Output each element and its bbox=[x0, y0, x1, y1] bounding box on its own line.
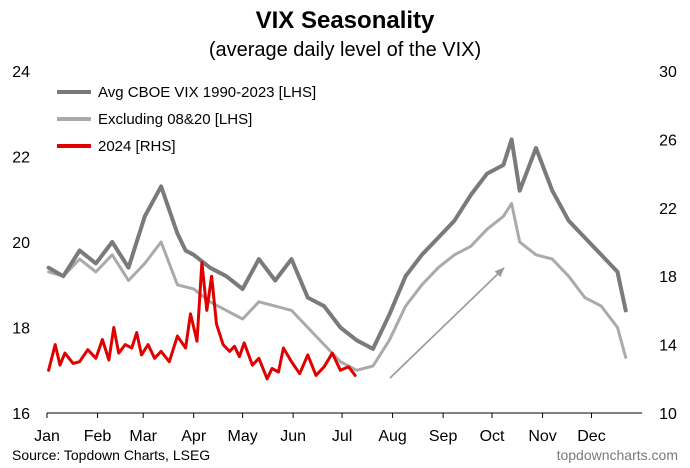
x-tick-label: Jan bbox=[34, 428, 60, 445]
chart-subtitle: (average daily level of the VIX) bbox=[209, 39, 481, 61]
y-left-tick-label: 16 bbox=[12, 406, 30, 423]
x-tick-label: May bbox=[227, 428, 257, 445]
x-tick-label: Apr bbox=[181, 428, 207, 445]
x-tick-label: Jun bbox=[280, 428, 306, 445]
x-tick-label: Feb bbox=[84, 428, 112, 445]
chart-title: VIX Seasonality bbox=[256, 7, 435, 34]
x-tick-label: Oct bbox=[480, 428, 505, 445]
series-line-1 bbox=[47, 202, 628, 372]
x-tick-label: Sep bbox=[429, 428, 458, 445]
legend-label: Excluding 08&20 [LHS] bbox=[98, 111, 252, 128]
y-right-tick-label: 26 bbox=[659, 132, 677, 149]
y-right-tick-label: 22 bbox=[659, 201, 677, 218]
y-axis-left: 16 18 20 22 24 bbox=[12, 64, 30, 423]
y-axis-right: 10 14 18 22 26 30 bbox=[659, 64, 677, 423]
legend-label: 2024 [RHS] bbox=[98, 138, 176, 155]
series-line-2 bbox=[47, 261, 357, 381]
trend-arrow bbox=[389, 267, 505, 379]
source-note: Source: Topdown Charts, LSEG bbox=[12, 447, 210, 463]
legend: Avg CBOE VIX 1990-2023 [LHS] Excluding 08… bbox=[57, 84, 316, 155]
y-right-tick-label: 30 bbox=[659, 64, 677, 81]
y-left-tick-label: 22 bbox=[12, 150, 30, 167]
series-layer bbox=[46, 137, 628, 381]
legend-label: Avg CBOE VIX 1990-2023 [LHS] bbox=[98, 84, 316, 101]
y-left-tick-label: 20 bbox=[12, 235, 30, 252]
x-axis: Jan Feb Mar Apr May Jun Jul Aug Sep Oct Nov Dec bbox=[34, 412, 642, 445]
x-tick-label: Nov bbox=[528, 428, 556, 445]
watermark-text: topdowncharts.com bbox=[557, 447, 678, 463]
y-right-tick-label: 10 bbox=[659, 406, 677, 423]
y-left-tick-label: 18 bbox=[12, 321, 30, 338]
y-right-tick-label: 14 bbox=[659, 338, 677, 355]
x-tick-label: Dec bbox=[577, 428, 605, 445]
x-tick-label: Mar bbox=[129, 428, 157, 445]
x-tick-label: Jul bbox=[332, 428, 352, 445]
y-left-tick-label: 24 bbox=[12, 64, 30, 81]
y-right-tick-label: 18 bbox=[659, 269, 677, 286]
x-tick-label: Aug bbox=[378, 428, 406, 445]
series-line-0 bbox=[46, 137, 628, 351]
